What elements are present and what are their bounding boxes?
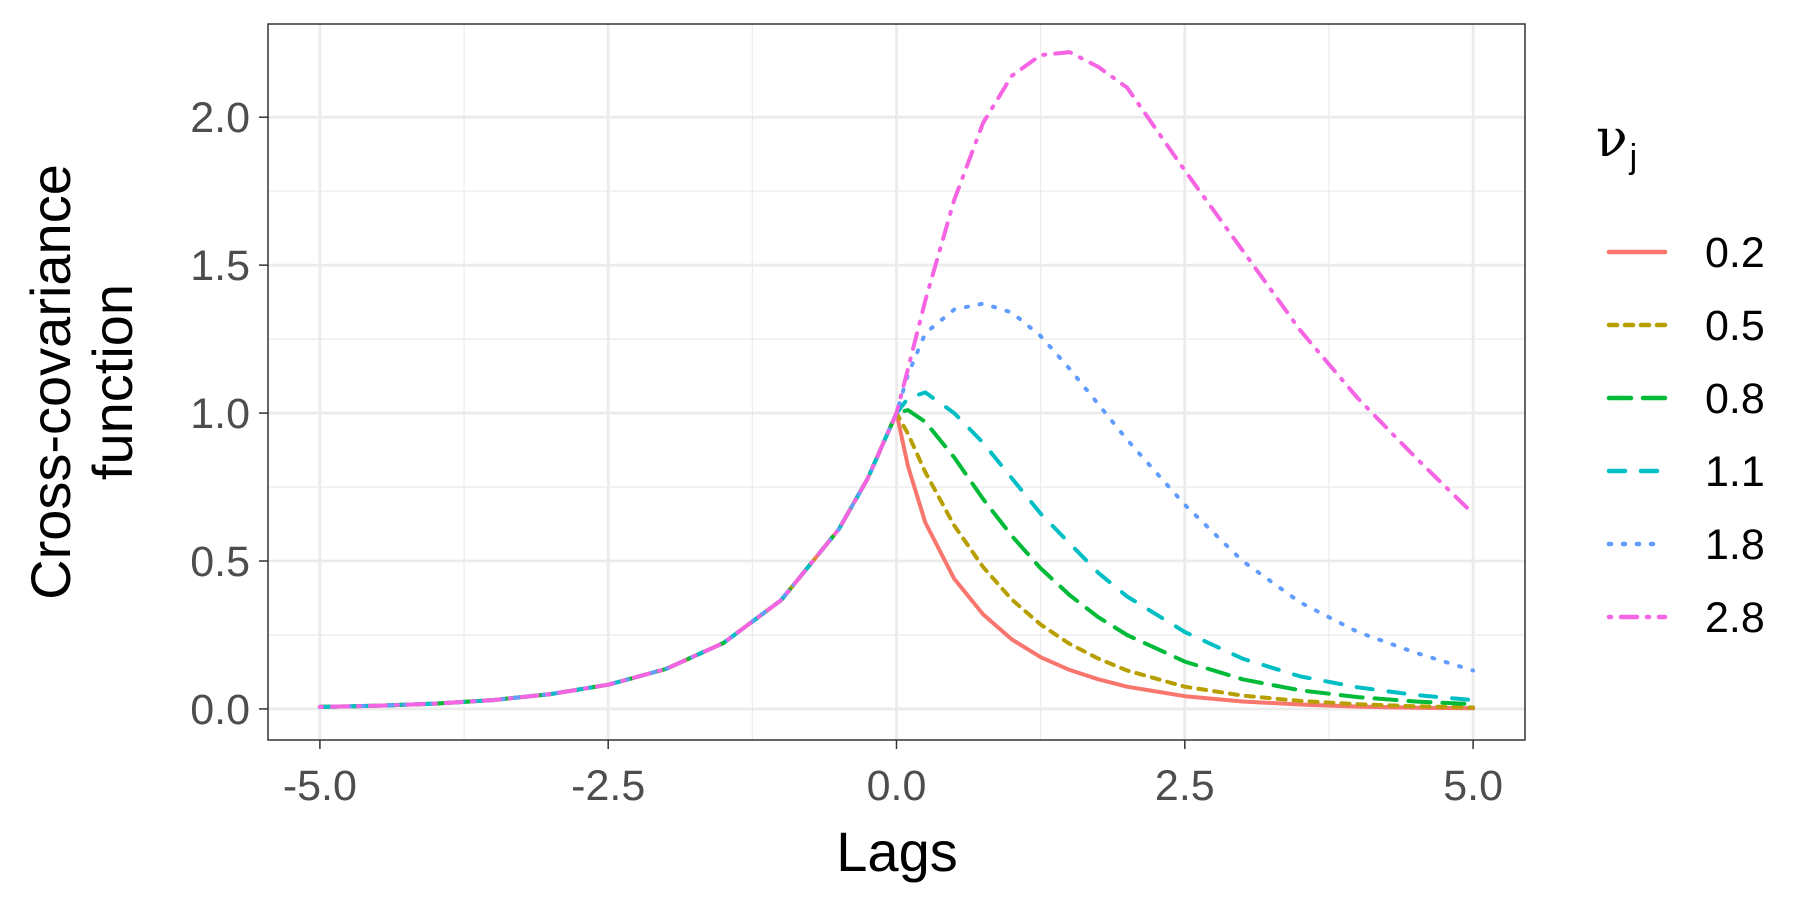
legend-label: 0.5	[1705, 302, 1765, 350]
legend-label: 1.1	[1705, 448, 1765, 496]
y-axis-title-line2: function	[81, 284, 144, 480]
y-tick-label: 2.0	[190, 94, 250, 142]
y-tick-label: 1.0	[190, 390, 250, 438]
y-axis-title-line1: Cross-covariance	[19, 164, 82, 600]
x-tick-label: -5.0	[283, 762, 357, 810]
axis-ticks: -5.0 -2.5 0.0 2.5 5.0 0.0 0.5 1.0 1.5 2.0	[190, 94, 1503, 810]
grid-lines	[268, 24, 1525, 740]
x-tick-label: 0.0	[867, 762, 927, 810]
x-axis-title: Lags	[836, 820, 957, 883]
x-tick-label: 5.0	[1443, 762, 1503, 810]
legend-items: 0.2 0.5 0.8 1.1 1.8 2.8	[1606, 229, 1765, 642]
y-tick-label: 0.5	[190, 538, 250, 586]
legend-label: 2.8	[1705, 594, 1765, 642]
series-lines	[317, 50, 1476, 711]
x-tick-label: -2.5	[571, 762, 645, 810]
series-line-2-8	[317, 50, 1476, 709]
legend: νj 0.2 0.5 0.8 1.1 1.8 2.8	[1596, 109, 1765, 642]
legend-title: νj	[1596, 109, 1637, 176]
legend-title-main: ν	[1596, 109, 1628, 169]
y-tick-label: 1.5	[190, 242, 250, 290]
y-tick-label: 0.0	[190, 686, 250, 734]
x-tick-label: 2.5	[1155, 762, 1215, 810]
legend-label: 1.8	[1705, 521, 1765, 569]
legend-label: 0.8	[1705, 375, 1765, 423]
legend-label: 0.2	[1705, 229, 1765, 277]
legend-title-sub: j	[1629, 138, 1638, 176]
series-line-1-1	[317, 390, 1476, 709]
series-line-0-5	[317, 411, 1476, 710]
